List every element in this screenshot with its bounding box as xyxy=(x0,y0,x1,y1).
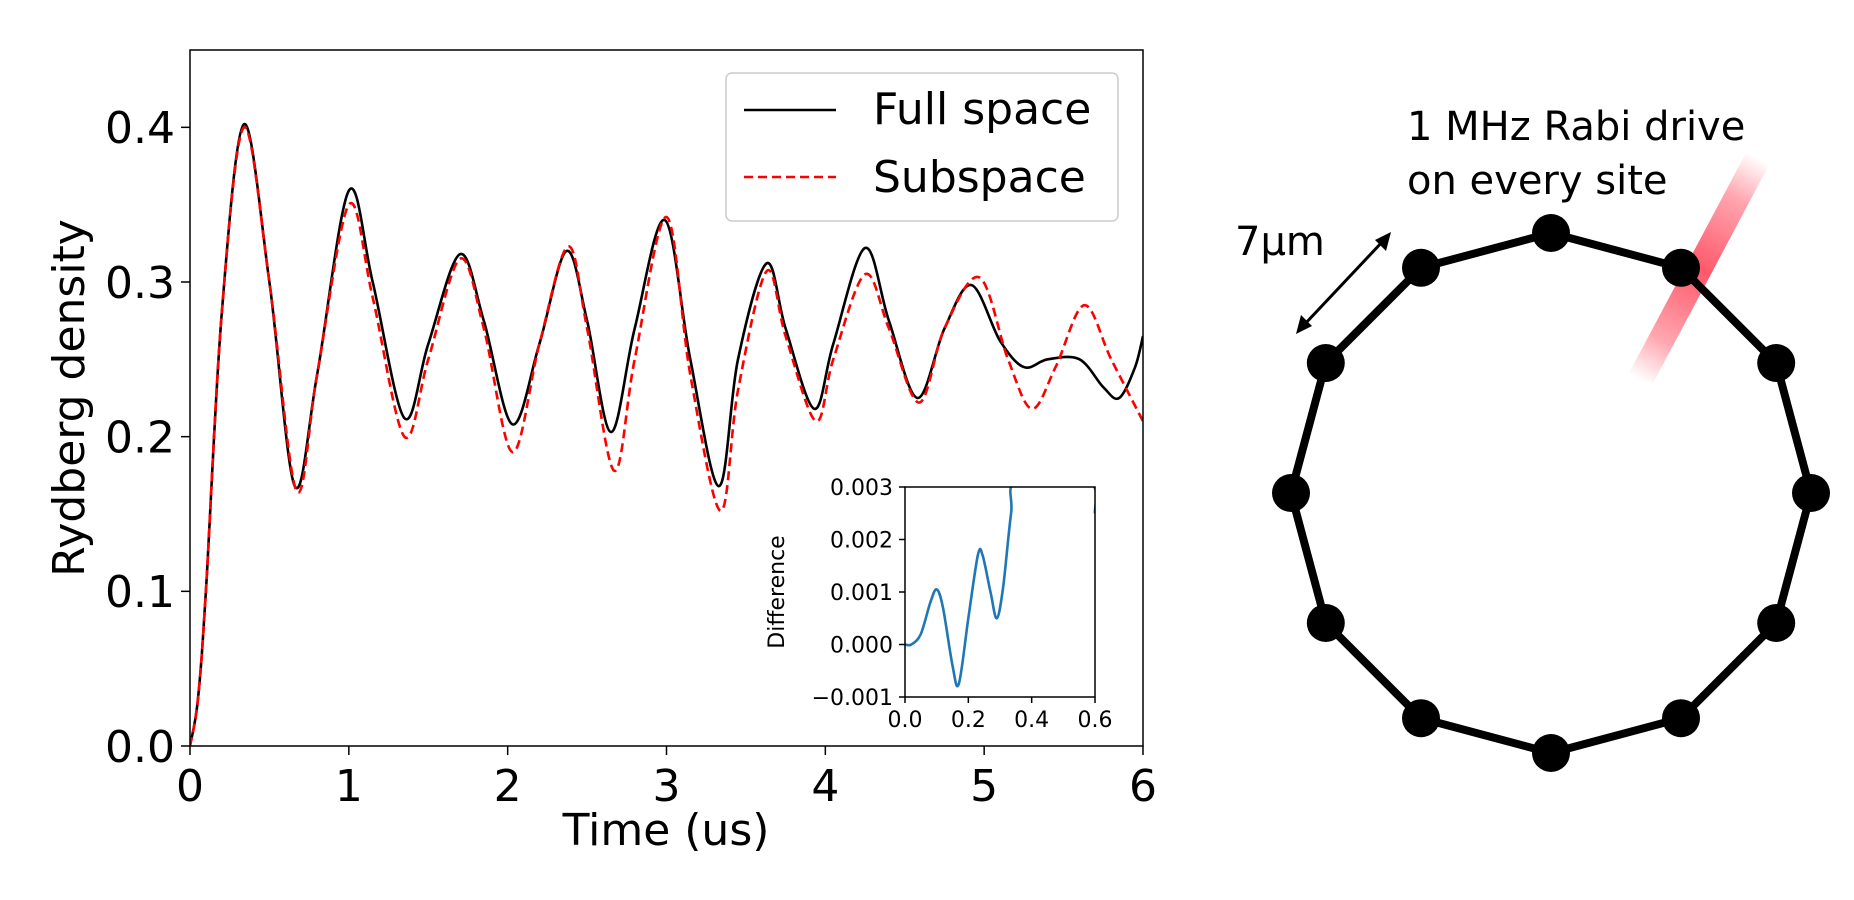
atom-site xyxy=(1792,474,1830,512)
y-tick-label: 0.2 xyxy=(105,413,175,464)
x-tick-label: 2 xyxy=(494,761,522,812)
y-tick-label: 0.1 xyxy=(105,567,175,618)
main-series-layer xyxy=(190,122,1143,746)
y-tick-label: 0.0 xyxy=(105,722,175,773)
atom-site xyxy=(1757,344,1796,382)
x-tick-label: 0 xyxy=(176,761,204,812)
atom-site xyxy=(1532,734,1570,772)
y-tick-label: 0.000 xyxy=(830,633,893,658)
y-tick-label: 0.4 xyxy=(105,103,175,154)
x-tick-label: 5 xyxy=(970,761,998,812)
x-tick-label: 6 xyxy=(1129,761,1157,812)
atom-site xyxy=(1272,474,1310,512)
inset-series-layer xyxy=(905,487,1095,688)
x-tick-label: 3 xyxy=(653,761,681,812)
inset-y-axis-label: Difference xyxy=(765,535,790,648)
series-line-subspace xyxy=(190,125,1143,746)
legend-label-full-space: Full space xyxy=(873,84,1091,135)
x-tick-label: 0.6 xyxy=(1078,708,1113,733)
inset-x-axis: 0.0 0.2 0.4 0.6 xyxy=(888,697,1113,733)
inset-chart: 0.0 0.2 0.4 0.6 −0.0010.0000.0010.0020.003 … xyxy=(765,476,1113,733)
inset-background xyxy=(905,487,1095,697)
x-tick-label: 4 xyxy=(811,761,839,812)
atom-site xyxy=(1757,604,1796,642)
spacing-arrow xyxy=(1301,238,1386,328)
atom-site xyxy=(1306,344,1345,382)
x-tick-label: 0.4 xyxy=(1014,708,1049,733)
atom-site xyxy=(1662,248,1700,287)
main-y-axis-label: Rydberg density xyxy=(44,219,95,577)
series-line-difference xyxy=(905,487,1095,688)
spacing-label: 7μm xyxy=(1235,219,1325,265)
spacing-arrow-head-start xyxy=(1296,315,1312,334)
atom-site xyxy=(1402,699,1440,738)
atom-site xyxy=(1402,248,1440,287)
atom-chain-bonds xyxy=(1287,229,1815,757)
drive-label-line2: on every site xyxy=(1407,158,1668,204)
atom-site xyxy=(1662,699,1700,738)
atom-site xyxy=(1306,604,1345,642)
y-tick-label: 0.001 xyxy=(830,581,893,606)
legend: Full space Subspace xyxy=(725,72,1119,222)
main-y-axis: 0.0 0.1 0.2 0.3 0.4 xyxy=(105,103,190,773)
atom-sites xyxy=(1272,214,1830,772)
spacing-arrow-head-end xyxy=(1375,232,1391,251)
main-chart: 0 1 2 3 4 5 6 0.0 0.1 0.2 0.3 0.4 Time (us) Rydber… xyxy=(44,49,1157,856)
x-tick-label: 0.0 xyxy=(888,708,923,733)
main-x-axis-label: Time (us) xyxy=(562,805,770,856)
y-tick-label: 0.3 xyxy=(105,258,175,309)
main-x-axis: 0 1 2 3 4 5 6 xyxy=(176,746,1157,812)
legend-label-subspace: Subspace xyxy=(873,152,1086,203)
inset-y-axis: −0.001 0.000 0.001 0.002 0.003 xyxy=(812,476,905,711)
y-tick-label: 0.003 xyxy=(830,476,893,501)
atom-site xyxy=(1532,214,1570,252)
y-tick-label: −0.001 xyxy=(812,686,893,711)
x-tick-label: 0.2 xyxy=(951,708,986,733)
ring-diagram: 1 MHz Rabi drive on every site 7μm xyxy=(1235,104,1830,772)
x-tick-label: 1 xyxy=(335,761,363,812)
drive-label-line1: 1 MHz Rabi drive xyxy=(1407,104,1745,150)
y-tick-label: 0.002 xyxy=(830,528,893,553)
